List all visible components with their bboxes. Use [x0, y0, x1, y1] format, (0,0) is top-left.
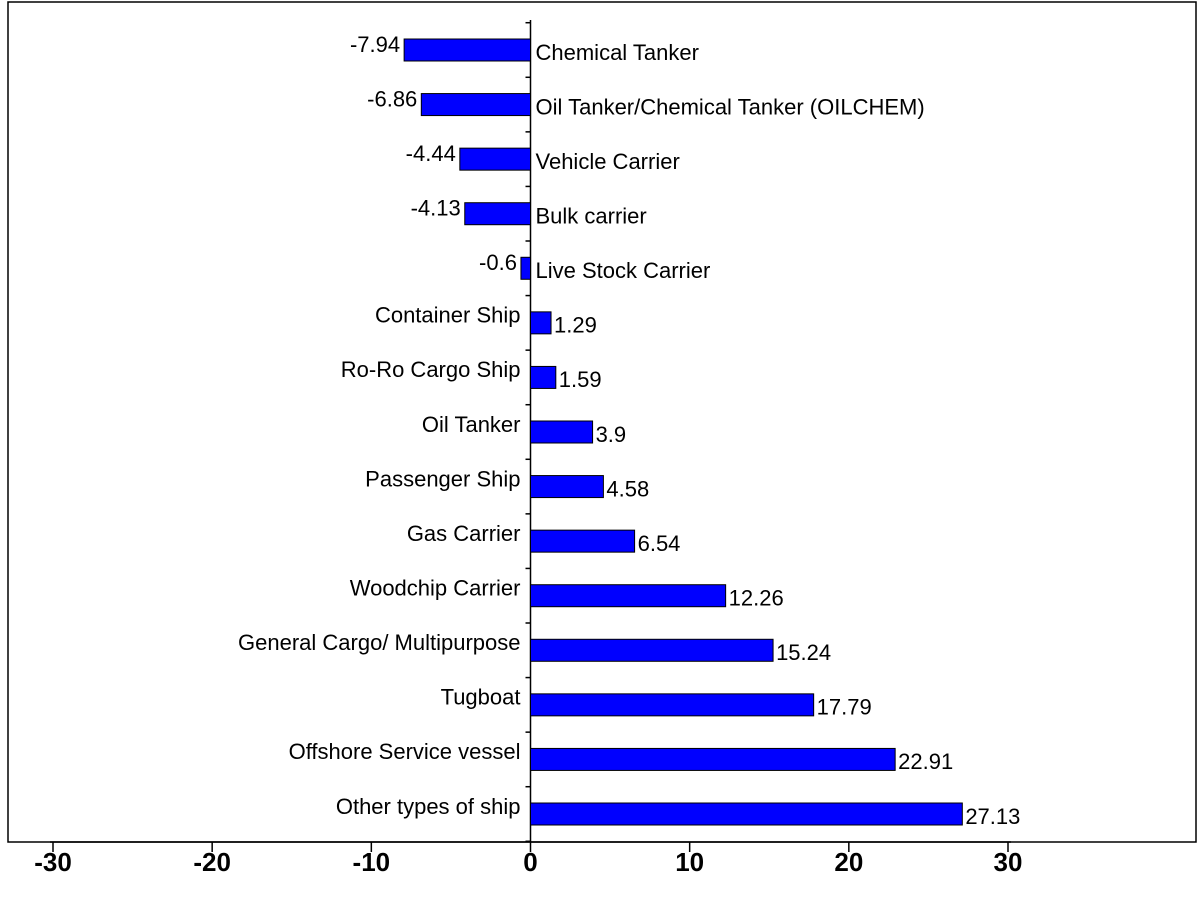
category-label: Container Ship [375, 303, 521, 328]
bar [459, 147, 531, 171]
category-label: Passenger Ship [365, 466, 520, 491]
bar [464, 202, 531, 226]
value-label: -6.86 [367, 86, 417, 111]
bar [403, 38, 532, 62]
value-label: 17.79 [817, 695, 872, 720]
x-tick-label: 0 [523, 847, 537, 877]
bar [530, 802, 963, 826]
category-label: Tugboat [441, 685, 521, 710]
category-label: Ro-Ro Cargo Ship [341, 357, 521, 382]
value-label: 6.54 [638, 531, 681, 556]
bar [530, 747, 896, 771]
bar [530, 584, 727, 608]
category-label: Bulk carrier [536, 204, 647, 229]
category-label: Other types of ship [336, 794, 521, 819]
x-tick-label: 10 [675, 847, 704, 877]
category-label: Vehicle Carrier [536, 149, 680, 174]
value-label: 27.13 [965, 804, 1020, 829]
value-label: -0.6 [479, 250, 517, 275]
value-label: 22.91 [898, 749, 953, 774]
x-tick-label: -30 [34, 847, 72, 877]
value-label: -7.94 [350, 32, 400, 57]
bar [530, 311, 552, 335]
bar [530, 693, 815, 717]
category-label: Woodchip Carrier [350, 576, 521, 601]
category-label: Oil Tanker/Chemical Tanker (OILCHEM) [536, 94, 925, 119]
category-label: General Cargo/ Multipurpose [238, 630, 520, 655]
value-label: 1.59 [559, 367, 602, 392]
value-label: -4.13 [411, 196, 461, 221]
bar [530, 529, 636, 553]
bar [530, 420, 594, 444]
category-label: Gas Carrier [407, 521, 521, 546]
bar [530, 475, 604, 499]
category-label: Offshore Service vessel [289, 739, 521, 764]
value-label: 4.58 [606, 476, 649, 501]
category-label: Oil Tanker [422, 412, 521, 437]
value-label: 12.26 [729, 586, 784, 611]
x-tick-label: -10 [353, 847, 391, 877]
value-label: -4.44 [406, 141, 456, 166]
category-label: Chemical Tanker [536, 40, 699, 65]
value-label: 15.24 [776, 640, 831, 665]
bar [520, 256, 532, 280]
value-label: 1.29 [554, 313, 597, 338]
bar [530, 365, 557, 389]
value-label: 3.9 [596, 422, 627, 447]
x-tick-label: -20 [193, 847, 231, 877]
x-tick-label: 30 [994, 847, 1023, 877]
bar [530, 638, 774, 662]
x-tick-label: 20 [834, 847, 863, 877]
category-label: Live Stock Carrier [536, 258, 711, 283]
bar [420, 93, 532, 117]
